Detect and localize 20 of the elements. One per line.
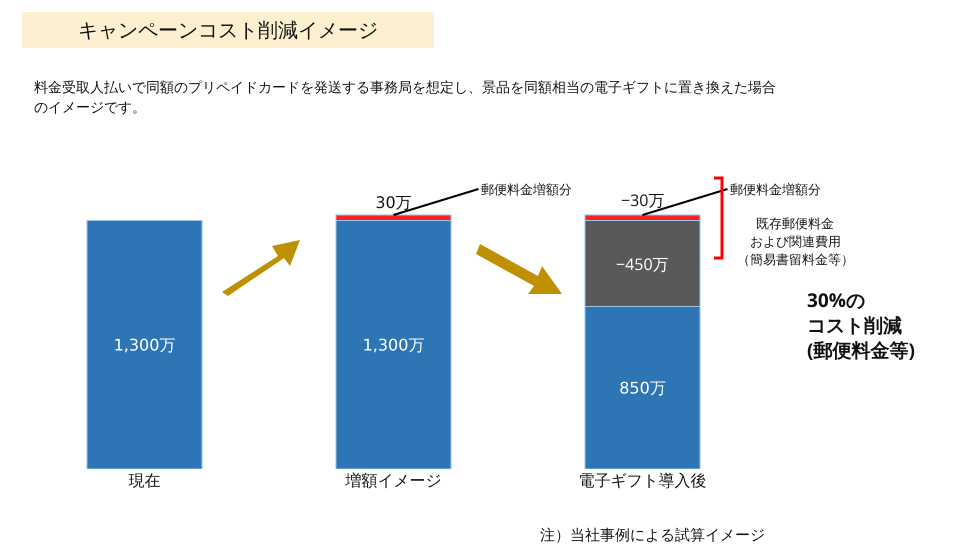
annotation: 郵便料金増額分 bbox=[730, 180, 821, 198]
text: 30%の bbox=[807, 287, 865, 313]
annotation: 郵便料金増額分 bbox=[481, 180, 572, 198]
x-tick-label: 電子ギフト導入後 bbox=[578, 469, 706, 491]
data-label: 1,300万 bbox=[114, 335, 176, 354]
text: 注）当社事例による試算イメージ bbox=[540, 525, 765, 545]
chart-title: キャンペーンコスト削減イメージ bbox=[22, 12, 434, 48]
x-tick-label: 増額イメージ bbox=[344, 469, 442, 491]
data-label: 30万 bbox=[375, 193, 412, 212]
chart-subtitle: 料金受取人払いで同額のプリペイドカードを発送する事務局を想定し、景品を同額相当の電子ギフトに置き換えた場合のイメージです。 bbox=[34, 79, 777, 118]
annotation: 既存郵便料金 bbox=[756, 214, 834, 232]
annotation: −450万 bbox=[616, 253, 669, 275]
annotation: −30万 bbox=[621, 189, 664, 211]
text: (郵便料金等) bbox=[807, 337, 915, 363]
annotation: および関連費用 bbox=[750, 232, 841, 250]
data-label: 1,300万 bbox=[362, 335, 424, 354]
data-label: 850万 bbox=[619, 378, 666, 398]
annotation: （簡易書留料金等） bbox=[737, 250, 854, 268]
text: コスト削減 bbox=[807, 312, 902, 338]
x-tick-label: 現在 bbox=[128, 469, 160, 491]
